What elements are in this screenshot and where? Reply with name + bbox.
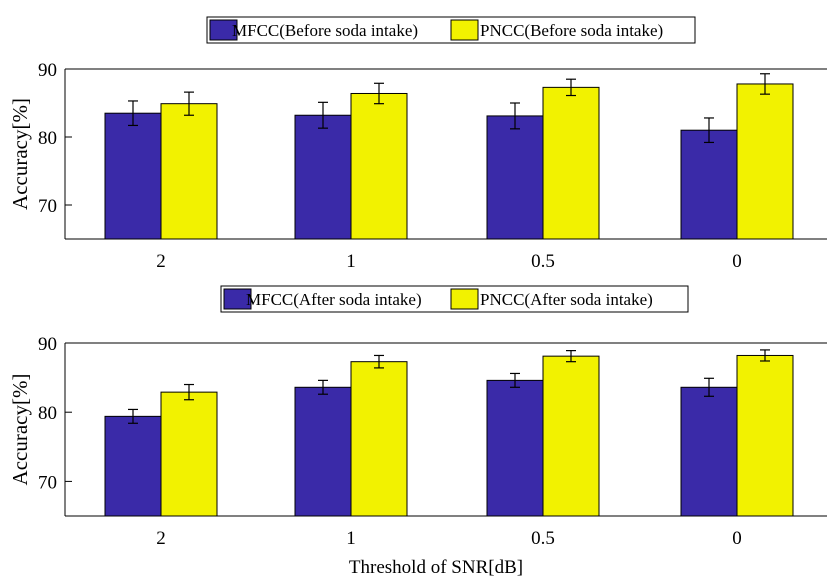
bar (294, 386, 352, 517)
legend-label: MFCC(Before soda intake) (232, 21, 418, 40)
bar (104, 415, 162, 517)
y-axis-label: Accuracy[%] (8, 374, 32, 486)
y-tick-label: 90 (38, 60, 57, 81)
bar (350, 92, 408, 240)
bar (680, 386, 738, 517)
legend-swatch (223, 288, 252, 310)
bar (104, 112, 162, 240)
y-axis-label: Accuracy[%] (8, 98, 32, 210)
legend-label: PNCC(After soda intake) (480, 290, 653, 309)
bar (486, 379, 544, 517)
x-axis-label: Threshold of SNR[dB] (349, 557, 523, 578)
x-tick-label: 1 (346, 251, 356, 272)
bar (294, 114, 352, 240)
bar (736, 354, 794, 517)
x-tick-label: 0 (732, 251, 742, 272)
y-tick-label: 70 (38, 196, 57, 217)
bar (160, 103, 218, 240)
legend-label: PNCC(Before soda intake) (480, 21, 663, 40)
bar (486, 115, 544, 240)
legend-swatch (450, 19, 479, 41)
bar (542, 86, 600, 240)
legend-swatch (450, 288, 479, 310)
y-tick-label: 80 (38, 403, 57, 424)
bar (160, 391, 218, 517)
x-tick-label: 0 (732, 528, 742, 549)
legend-swatch (209, 19, 238, 41)
x-tick-label: 0.5 (531, 528, 555, 549)
x-tick-label: 1 (346, 528, 356, 549)
x-tick-label: 2 (156, 251, 166, 272)
x-tick-label: 0.5 (531, 251, 555, 272)
legend-label: MFCC(After soda intake) (246, 290, 422, 309)
bar (736, 83, 794, 240)
y-tick-label: 80 (38, 128, 57, 149)
bar (542, 355, 600, 517)
bar (680, 129, 738, 240)
x-tick-label: 2 (156, 528, 166, 549)
y-tick-label: 70 (38, 472, 57, 493)
y-tick-label: 90 (38, 334, 57, 355)
bar (350, 361, 408, 517)
